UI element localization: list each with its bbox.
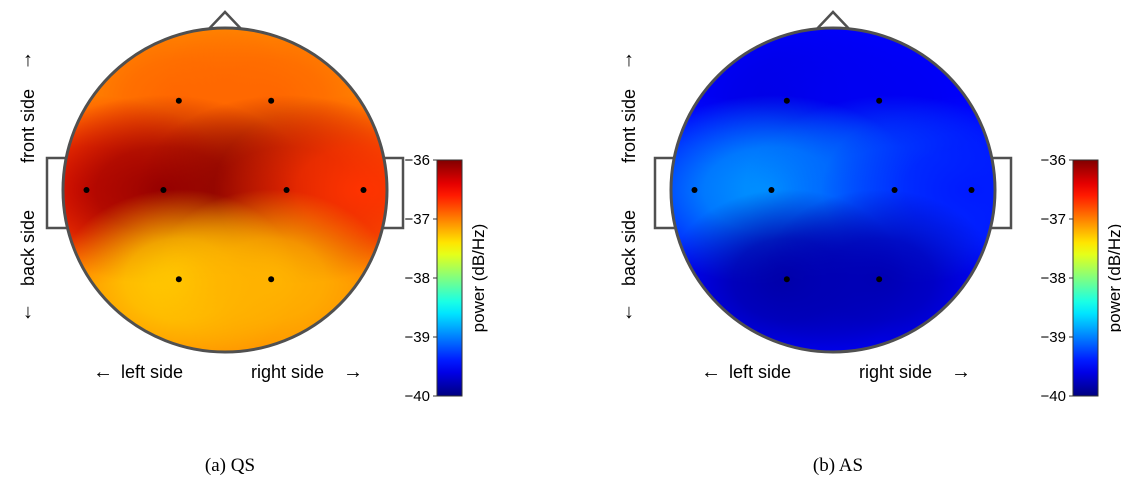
- down-arrow-icon: ↓: [624, 301, 634, 323]
- electrode-point: [691, 187, 698, 193]
- right-arrow-icon: →: [951, 361, 971, 383]
- electrode-point: [783, 97, 790, 104]
- electrode-point: [283, 187, 290, 193]
- colorbar-tick-label: −38: [1041, 270, 1066, 287]
- panel-as: ↑ front side back side ↓ ← left side right sid…: [619, 10, 1121, 476]
- colorbar-label: power (dB/Hz): [469, 224, 488, 333]
- down-arrow-icon: ↓: [23, 301, 33, 323]
- colorbar-tick-label: −36: [1041, 152, 1066, 169]
- left-ear-outline: [653, 156, 677, 230]
- right-ear-outline: [381, 156, 405, 230]
- electrode-point: [83, 187, 90, 193]
- panel-caption: (a) QS: [205, 455, 255, 476]
- electrode-point: [968, 187, 975, 193]
- panel-caption: (b) AS: [813, 455, 863, 476]
- electrode-point: [891, 187, 898, 193]
- electrode-point: [783, 276, 790, 283]
- colorbar-tick-label: −37: [1041, 211, 1066, 228]
- front-side-label: front side: [18, 89, 38, 163]
- panel-qs: ↑ front side back side ↓ ← left side right sid…: [18, 10, 488, 476]
- head-outline: [669, 26, 997, 354]
- right-ear-outline: [989, 156, 1013, 230]
- right-arrow-icon: →: [343, 361, 363, 383]
- electrode-point: [175, 276, 182, 283]
- nose-outline: [205, 10, 245, 33]
- electrode-point: [268, 97, 275, 104]
- up-arrow-icon: ↑: [23, 49, 33, 71]
- colorbar-tick-label: −38: [405, 270, 430, 287]
- electrode-point: [160, 187, 167, 193]
- electrode-point: [175, 97, 182, 104]
- back-side-label: back side: [18, 210, 38, 286]
- colorbar-tick-label: −39: [1041, 329, 1066, 346]
- colorbar: [436, 159, 463, 397]
- electrode-point: [360, 187, 367, 193]
- nose-outline: [813, 10, 853, 33]
- electrode-point: [876, 97, 883, 104]
- left-side-label: left side: [121, 362, 183, 382]
- right-side-label: right side: [251, 362, 324, 382]
- right-side-label: right side: [859, 362, 932, 382]
- left-side-label: left side: [729, 362, 791, 382]
- colorbar-tick-label: −36: [405, 152, 430, 169]
- scalp-heatmap: [63, 28, 387, 352]
- up-arrow-icon: ↑: [624, 49, 634, 71]
- left-arrow-icon: ←: [701, 361, 721, 383]
- colorbar: [1072, 159, 1099, 397]
- electrode-point: [268, 276, 275, 283]
- electrode-point: [876, 276, 883, 283]
- electrode-point: [768, 187, 775, 193]
- colorbar-tick-label: −39: [405, 329, 430, 346]
- front-side-label: front side: [619, 89, 639, 163]
- back-side-label: back side: [619, 210, 639, 286]
- left-arrow-icon: ←: [93, 361, 113, 383]
- colorbar-tick-label: −37: [405, 211, 430, 228]
- left-ear-outline: [45, 156, 69, 230]
- head-outline: [61, 26, 389, 354]
- colorbar-label: power (dB/Hz): [1105, 224, 1121, 333]
- colorbar-tick-label: −40: [1041, 388, 1066, 405]
- colorbar-tick-label: −40: [405, 388, 430, 405]
